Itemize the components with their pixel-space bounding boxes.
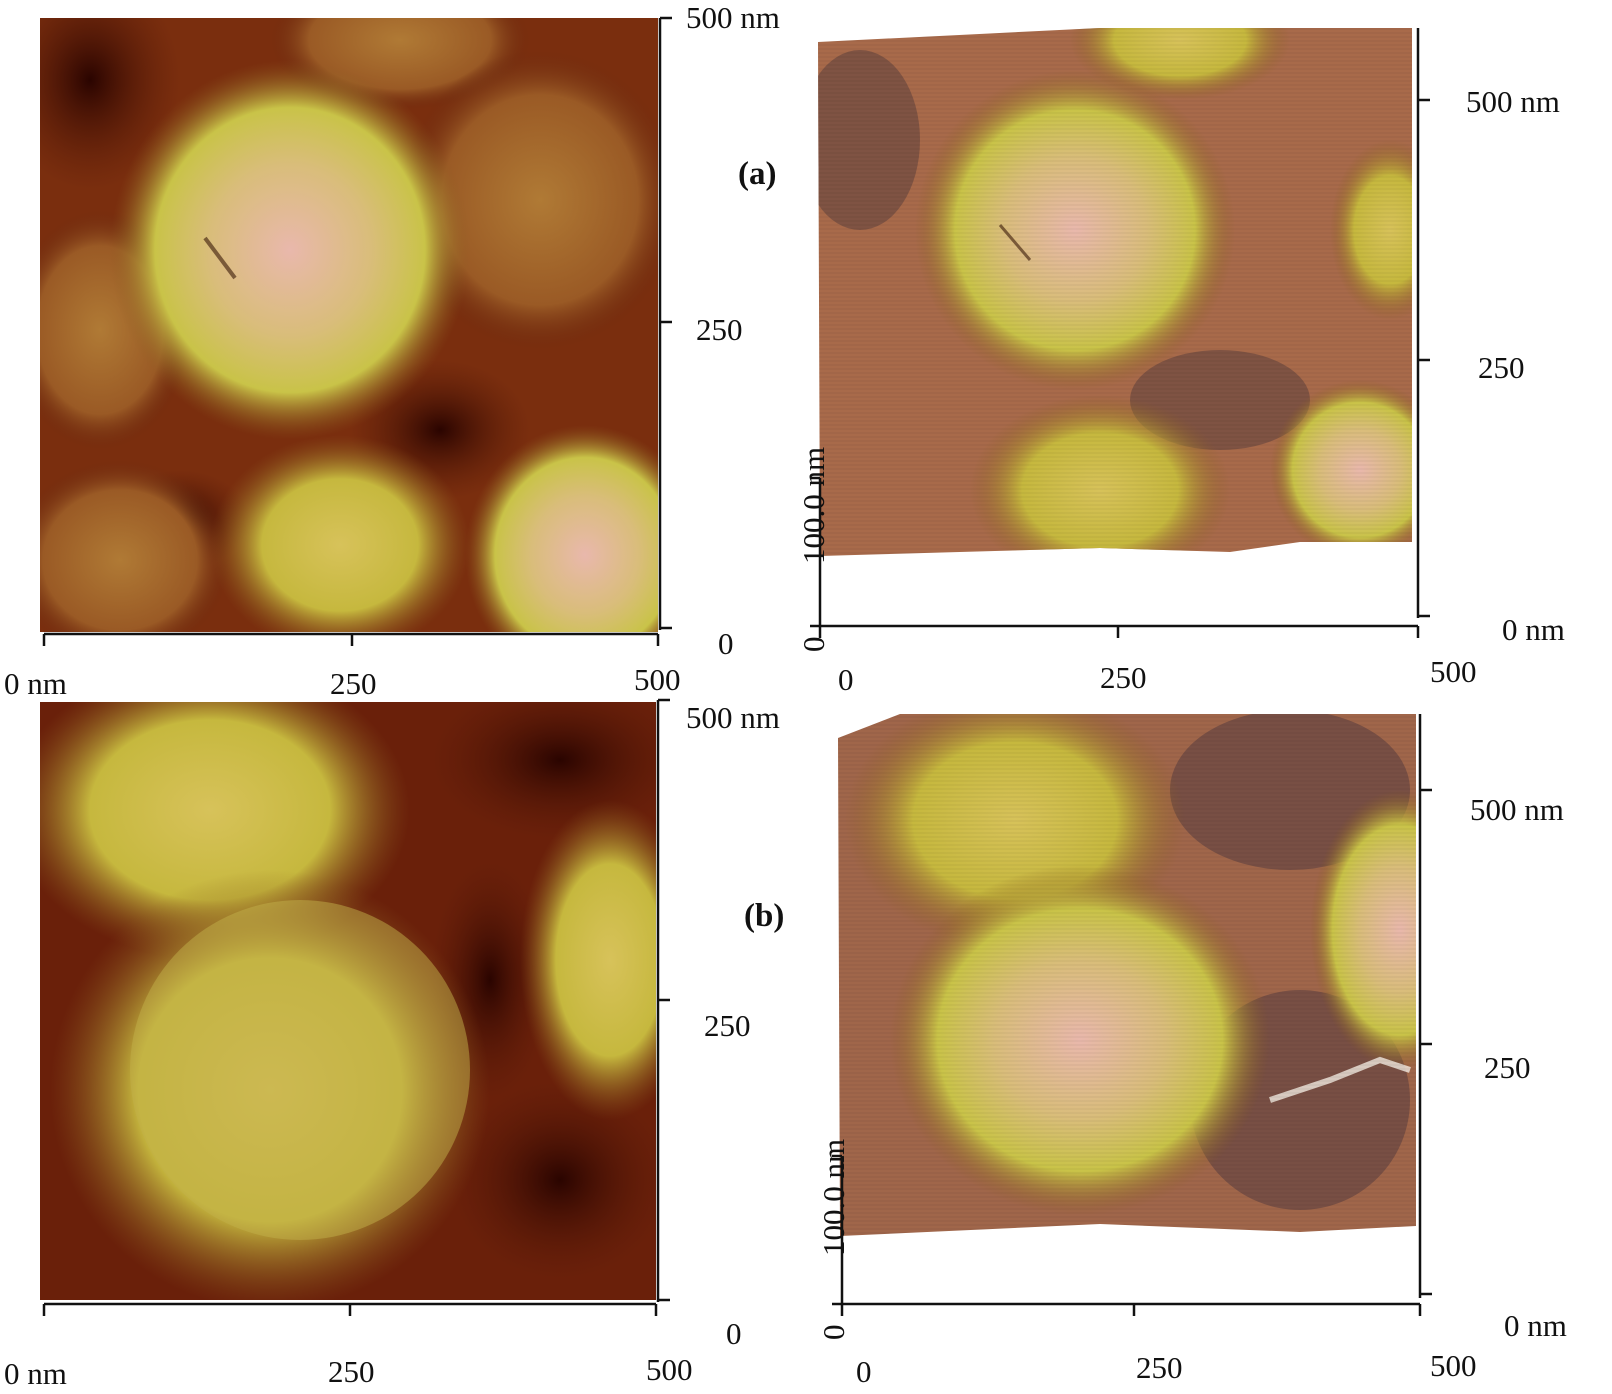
panel-label-a: (a) [738,156,777,192]
y-tick-label: 250 [704,1008,751,1043]
x-tick-label: 250 [1100,660,1147,695]
axes-topview-a [42,16,672,646]
x-tick-label: 500 [1430,654,1477,689]
afm-topview-b [40,702,656,1300]
y-tick-label: 0 nm [1504,1308,1567,1343]
axes-3d-a [810,28,1430,638]
y-tick-label: 0 [726,1316,742,1351]
afm-3d-b [838,714,1416,1236]
x-tick-label: 0 nm [4,1356,67,1391]
x-tick-label: 0 [838,662,854,697]
y-tick-label: 250 [1478,350,1525,385]
afm-topview-a [40,18,658,632]
x-tick-label: 500 [646,1352,693,1387]
y-tick-label: 250 [696,312,743,347]
x-tick-label: 500 [634,662,681,697]
y-tick-label: 500 nm [1466,84,1560,119]
z-tick-label: 0 [796,636,831,653]
x-tick-label: 0 [856,1354,872,1389]
x-tick-label: 0 nm [4,666,67,701]
axes-topview-b [42,698,670,1316]
y-tick-label: 0 nm [1502,612,1565,647]
x-tick-label: 250 [1136,1350,1183,1385]
axes-3d-b [832,714,1432,1316]
z-tick-label: 100.0 nm [796,446,831,564]
x-tick-label: 250 [328,1354,375,1389]
x-tick-label: 500 [1430,1348,1477,1383]
panel-label-b: (b) [744,898,785,934]
x-tick-label: 250 [330,666,377,701]
y-tick-label: 250 [1484,1050,1531,1085]
z-tick-label: 0 [816,1324,851,1341]
z-tick-label: 100.0 nm [816,1138,851,1256]
y-tick-label: 0 [718,626,734,661]
afm-3d-a [818,28,1412,556]
y-tick-label: 500 nm [1470,792,1564,827]
y-tick-label: 500 nm [686,0,780,35]
y-tick-label: 500 nm [686,700,780,735]
